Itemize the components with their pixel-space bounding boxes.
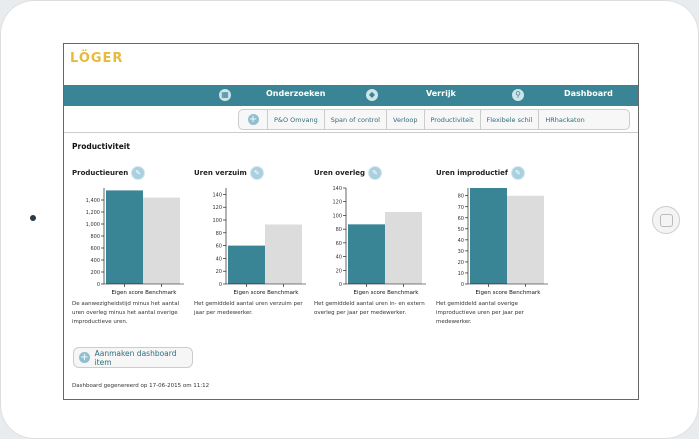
chart-title-row: Uren verzuim ✎	[194, 166, 312, 180]
edit-pencil-icon[interactable]: ✎	[510, 166, 525, 180]
chart-description: De aanwezigheidstijd minus het aantal ur…	[72, 301, 180, 325]
y-tick-label: 50	[458, 227, 464, 233]
chart-description: Het gemiddeld aantal uren verzuim per ja…	[194, 301, 303, 316]
chart-title-row: Uren improductief ✎	[436, 166, 554, 180]
chart-title: Productieuren	[72, 169, 129, 177]
add-label: Aanmaken dashboard item	[94, 348, 177, 367]
bar-chart: 0 10 20 30 40 50 60 70 80 Eigen score Benchmark	[458, 188, 548, 296]
screen: LÖGER ▦ Onderzoeken ◆ Verrijk ⚲ Dashboar…	[63, 43, 639, 400]
y-tick-label: 100	[212, 218, 222, 224]
tab-verloop[interactable]: Verloop	[386, 110, 424, 129]
footer-timestamp: Dashboard gegenereerd op 17-06-2015 om 1…	[72, 383, 210, 389]
y-tick-label: 1,400	[86, 198, 100, 204]
nav-dashboard[interactable]: Dashboard	[564, 89, 613, 98]
y-tick-label: 0	[97, 282, 100, 288]
chart-card: Uren verzuim ✎ 0 20 40 60 80 100 120 140 Eigen sco…	[194, 166, 312, 318]
x-axis-label: Eigen score Benchmark	[354, 290, 420, 296]
tab-flexibele-schil[interactable]: Flexibele schil	[479, 110, 539, 129]
edit-pencil-icon[interactable]: ✎	[131, 166, 146, 180]
y-tick-label: 200	[90, 270, 100, 276]
bar-benchmark	[385, 212, 422, 284]
y-tick-label: 0	[461, 282, 464, 288]
x-axis-label: Eigen score Benchmark	[234, 290, 300, 296]
nav-onderzoeken[interactable]: Onderzoeken	[266, 89, 326, 98]
y-tick-label: 40	[458, 238, 464, 244]
edit-pencil-icon[interactable]: ✎	[368, 166, 383, 180]
y-tick-label: 60	[336, 241, 342, 247]
x-axis-label: Eigen score Benchmark	[476, 290, 542, 296]
tab-po-omvang[interactable]: P&O Omvang	[267, 110, 324, 129]
bar-chart: 0 20 40 60 80 100 120 140 Eigen score Benchmark	[212, 188, 306, 296]
tab-span-of-control[interactable]: Span of control	[323, 110, 386, 129]
add-tab-button[interactable]: +	[239, 110, 267, 129]
y-tick-label: 70	[458, 205, 464, 211]
chart-card: Uren improductief ✎ 0 10 20 30 40 50 60 70 80 Eigen…	[436, 166, 554, 327]
y-tick-label: 30	[458, 249, 464, 255]
bar-benchmark	[143, 197, 180, 284]
y-tick-label: 0	[339, 282, 342, 288]
y-tick-label: 20	[216, 269, 222, 275]
bar-benchmark	[507, 195, 544, 284]
bar-own	[348, 224, 385, 284]
y-tick-label: 140	[332, 186, 342, 192]
plus-icon: +	[79, 352, 90, 363]
y-tick-label: 80	[458, 194, 464, 200]
sub-nav: + P&O Omvang Span of control Verloop Pro…	[238, 109, 630, 130]
y-tick-label: 80	[216, 231, 222, 237]
bar-benchmark	[265, 224, 302, 284]
main-nav: ▦ Onderzoeken ◆ Verrijk ⚲ Dashboard	[64, 85, 638, 106]
chart-description: Het gemiddeld aantal uren in- en extern …	[314, 301, 425, 316]
chart-title: Uren improductief	[436, 169, 508, 177]
tag-icon[interactable]: ◆	[366, 89, 378, 101]
chart-title: Uren overleg	[314, 169, 366, 177]
y-tick-label: 40	[336, 255, 342, 261]
chart-description: Het gemiddeld aantal overige improductie…	[436, 301, 524, 325]
y-tick-label: 60	[216, 244, 222, 250]
chart-card: Uren overleg ✎ 0 20 40 60 80 100 120 140 Eigen sco…	[314, 166, 432, 318]
bar-own	[228, 245, 265, 284]
bar-chart: 0 200 400 600 800 1,000 1,200 1,400 Eigen score …	[86, 188, 184, 296]
tab-hrhackaton[interactable]: HRhackaton	[538, 110, 590, 129]
y-tick-label: 10	[458, 271, 464, 277]
chart-card: Productieuren ✎ 0 200 400 600 800 1,000 1,200 1,4…	[72, 166, 190, 327]
y-tick-label: 400	[90, 258, 100, 264]
y-tick-label: 1,000	[86, 222, 100, 228]
y-tick-label: 60	[458, 216, 464, 222]
bar-own	[470, 188, 507, 284]
tab-productiviteit[interactable]: Productiviteit	[423, 110, 480, 129]
y-tick-label: 80	[336, 227, 342, 233]
y-tick-label: 100	[332, 213, 342, 219]
bar-own	[106, 190, 143, 284]
home-button[interactable]	[652, 206, 680, 234]
y-tick-label: 600	[90, 246, 100, 252]
camera	[30, 215, 36, 221]
y-tick-label: 1,200	[86, 210, 100, 216]
grid-icon[interactable]: ▦	[219, 89, 231, 101]
y-tick-label: 120	[332, 200, 342, 206]
y-tick-label: 0	[219, 282, 222, 288]
page-title: Productiviteit	[72, 142, 130, 151]
x-axis-label: Eigen score Benchmark	[112, 290, 178, 296]
plus-icon: +	[247, 114, 259, 125]
edit-pencil-icon[interactable]: ✎	[249, 166, 264, 180]
add-dashboard-item-button[interactable]: + Aanmaken dashboard item	[73, 347, 193, 368]
y-tick-label: 20	[336, 268, 342, 274]
divider	[64, 132, 638, 133]
chart-title-row: Productieuren ✎	[72, 166, 190, 180]
logo: LÖGER	[70, 51, 124, 66]
y-tick-label: 40	[216, 256, 222, 262]
bar-chart: 0 20 40 60 80 100 120 140 Eigen score Benchmark	[332, 186, 426, 296]
y-tick-label: 140	[212, 192, 222, 198]
y-tick-label: 800	[90, 234, 100, 240]
search-icon[interactable]: ⚲	[512, 89, 524, 101]
chart-title-row: Uren overleg ✎	[314, 166, 432, 180]
chart-title: Uren verzuim	[194, 169, 247, 177]
y-tick-label: 20	[458, 260, 464, 266]
y-tick-label: 120	[212, 205, 222, 211]
nav-verrijk[interactable]: Verrijk	[426, 89, 456, 98]
